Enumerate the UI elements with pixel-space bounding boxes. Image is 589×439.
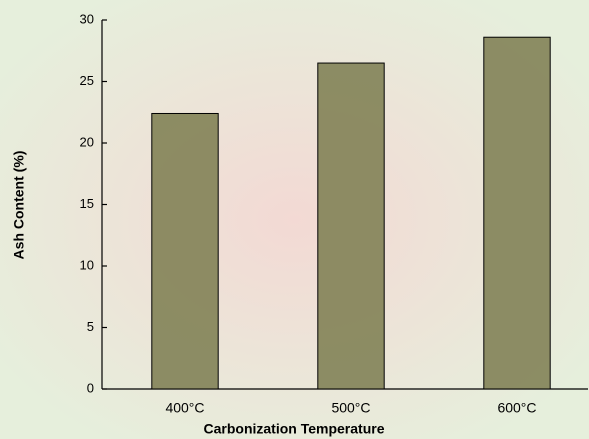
bar xyxy=(317,62,385,390)
x-tick-label: 600°C xyxy=(497,400,536,416)
x-axis-title: Carbonization Temperature xyxy=(204,421,385,437)
y-tick-label: 20 xyxy=(80,134,94,149)
y-tick-label: 30 xyxy=(80,11,94,26)
y-tick-label: 0 xyxy=(87,380,94,395)
bar xyxy=(151,112,219,390)
y-tick-label: 10 xyxy=(80,257,94,272)
x-tick-label: 400°C xyxy=(165,400,204,416)
y-tick-label: 5 xyxy=(87,319,94,334)
bar xyxy=(483,36,551,390)
y-tick-label: 25 xyxy=(80,73,94,88)
x-tick-label: 500°C xyxy=(331,400,370,416)
y-tick-label: 15 xyxy=(80,196,94,211)
y-axis-title: Ash Content (%) xyxy=(11,151,27,260)
